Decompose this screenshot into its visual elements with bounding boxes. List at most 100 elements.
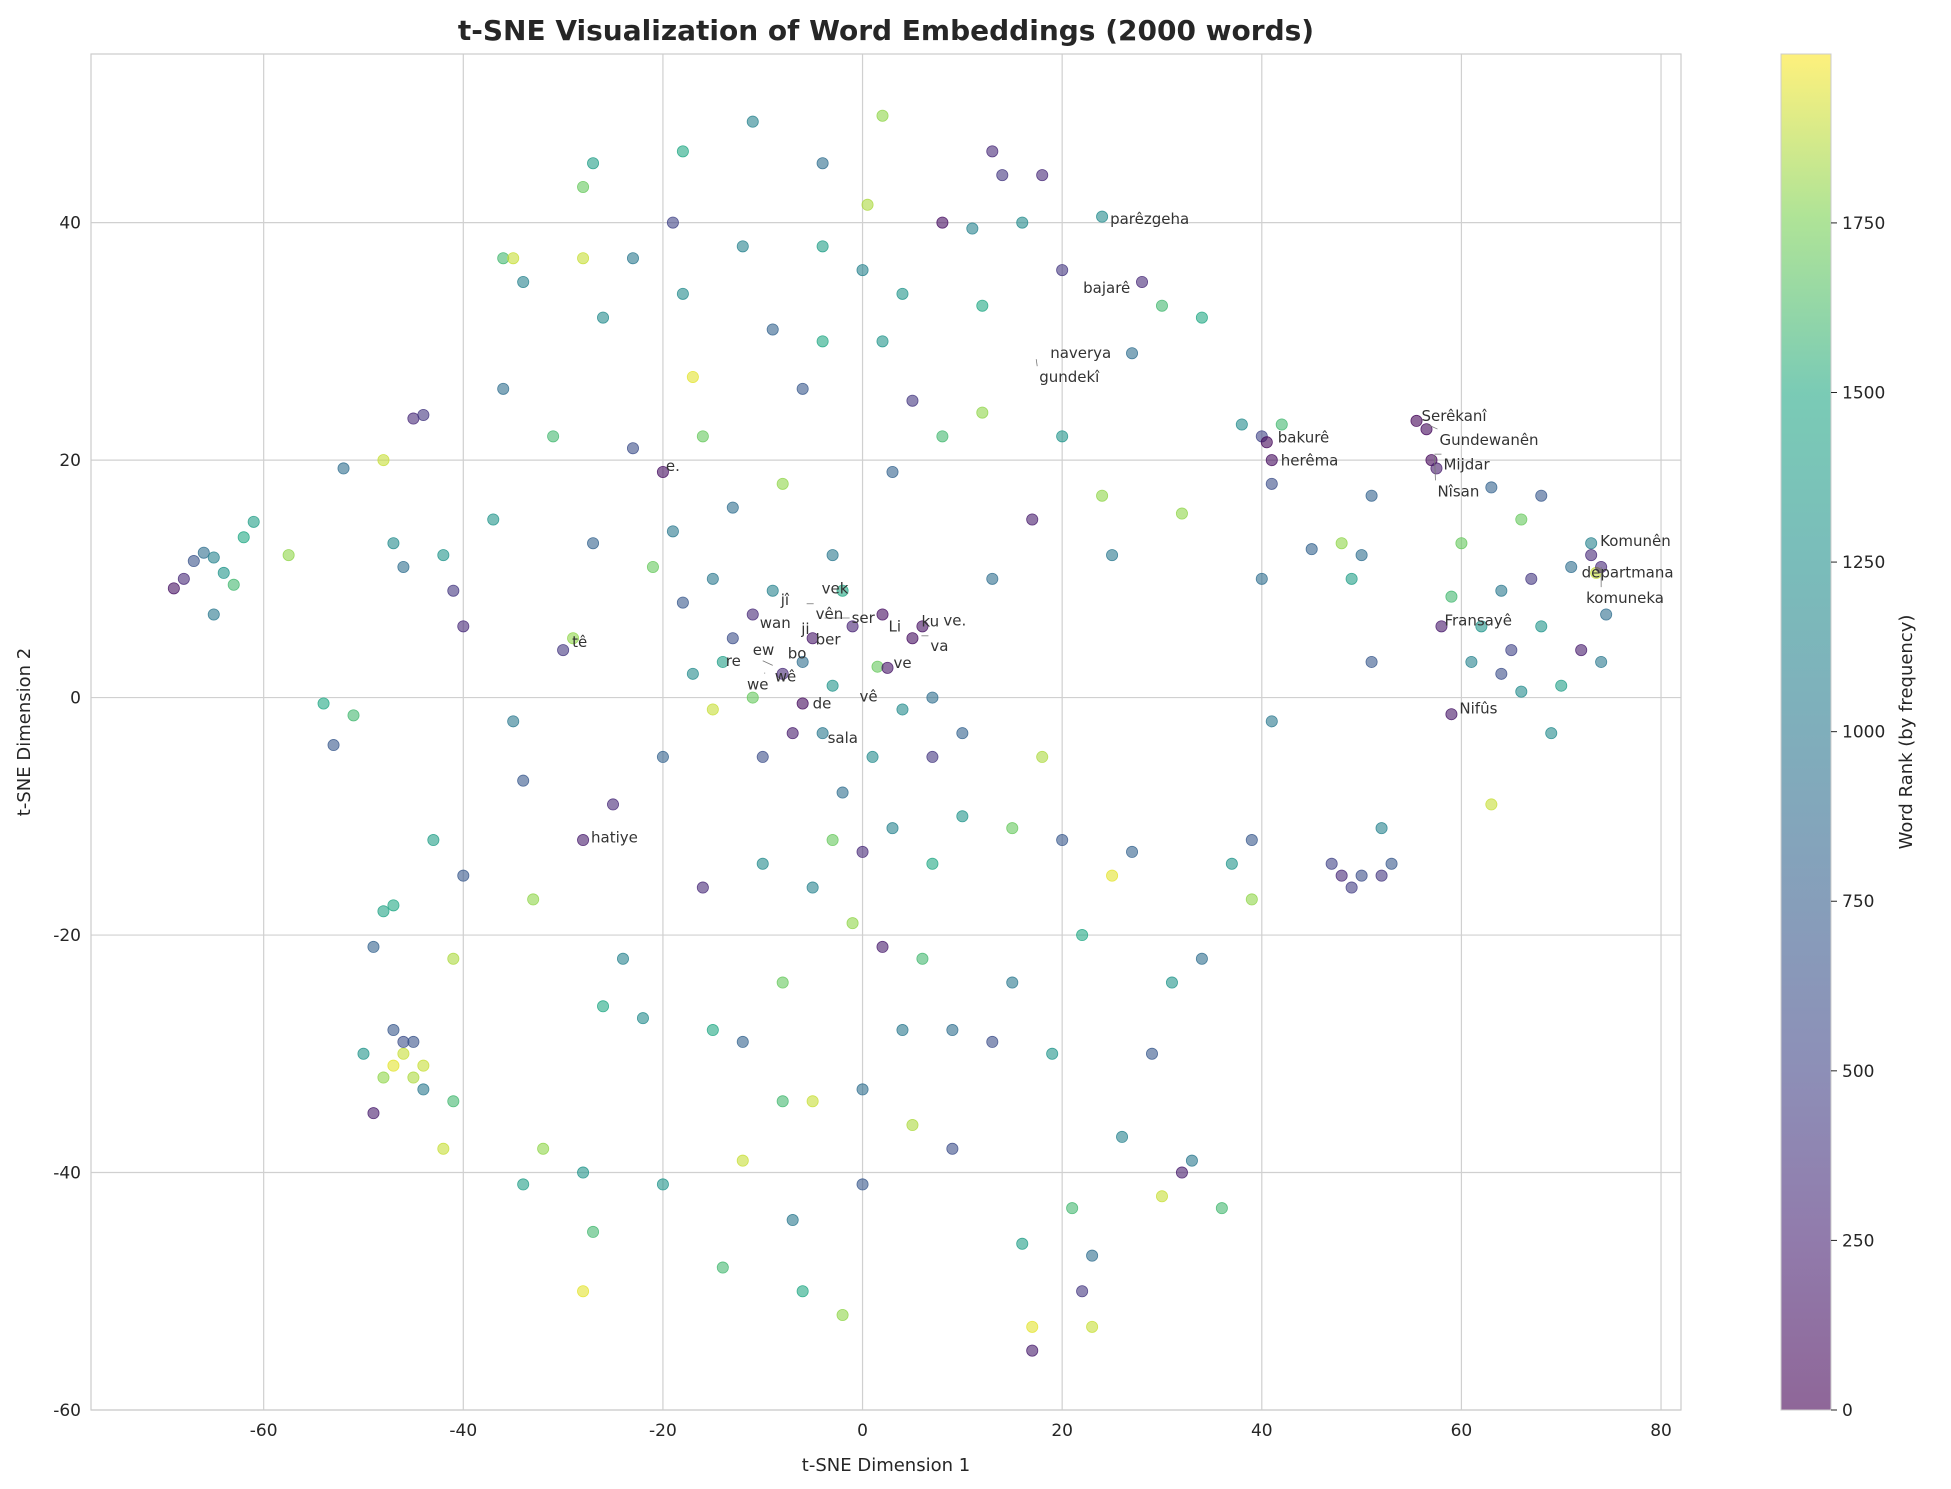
- data-point: [507, 715, 520, 728]
- data-point: [746, 115, 759, 128]
- data-point: [217, 566, 230, 579]
- data-point: [706, 1024, 719, 1037]
- chart-title: t-SNE Visualization of Word Embeddings (…: [458, 14, 1314, 47]
- data-point: [367, 1107, 380, 1120]
- data-point: [607, 798, 620, 811]
- x-tick-label: -40: [449, 1421, 477, 1441]
- data-point: [587, 157, 600, 170]
- data-point: [796, 655, 809, 668]
- data-point: [1006, 976, 1019, 989]
- data-point: [547, 430, 560, 443]
- data-point: [766, 323, 779, 336]
- data-point: [527, 893, 540, 906]
- x-axis-label: t-SNE Dimension 1: [802, 1455, 970, 1476]
- data-point: [317, 697, 330, 710]
- data-point: [397, 1047, 410, 1060]
- plot-frame: [90, 53, 1682, 1411]
- data-point: [1485, 481, 1498, 494]
- data-point: [876, 109, 889, 122]
- data-point: [1175, 1166, 1188, 1179]
- data-point: [776, 477, 789, 490]
- data-point: [676, 596, 689, 609]
- data-point: [816, 157, 829, 170]
- y-tick-label: 40: [59, 214, 81, 234]
- data-point: [1245, 893, 1258, 906]
- data-point: [1265, 477, 1278, 490]
- word-annotation: hatiye: [591, 829, 638, 847]
- data-point: [796, 1285, 809, 1298]
- data-point: [626, 442, 639, 455]
- annotation-leader-line: [762, 660, 773, 666]
- data-point: [1600, 608, 1613, 621]
- data-point: [1235, 418, 1248, 431]
- data-point: [1555, 679, 1568, 692]
- data-point: [1435, 620, 1448, 633]
- data-point: [1116, 1130, 1129, 1143]
- data-point: [666, 216, 679, 229]
- data-point: [207, 608, 220, 621]
- data-point: [1445, 590, 1458, 603]
- data-point: [1420, 423, 1433, 436]
- word-annotation: wê: [775, 667, 797, 685]
- word-annotation: komuneka: [1586, 589, 1664, 607]
- data-point: [1006, 822, 1019, 835]
- data-point: [896, 1024, 909, 1037]
- data-point: [447, 584, 460, 597]
- data-point: [1016, 1237, 1029, 1250]
- word-annotation: re: [726, 652, 741, 670]
- data-point: [587, 537, 600, 550]
- y-tick-label: -20: [53, 926, 81, 946]
- data-point: [856, 264, 869, 277]
- data-point: [1585, 549, 1598, 562]
- word-annotation: ve: [893, 654, 911, 672]
- data-point: [1195, 311, 1208, 324]
- x-ticks: -60 -40 -20 0 20 40 60 80: [250, 1421, 1672, 1441]
- data-point: [936, 430, 949, 443]
- data-point: [1585, 537, 1598, 550]
- data-point: [1145, 1047, 1158, 1060]
- data-point: [996, 169, 1009, 182]
- data-point: [706, 572, 719, 585]
- x-tick-label: 20: [1051, 1421, 1073, 1441]
- data-point: [1355, 869, 1368, 882]
- data-point: [577, 1166, 590, 1179]
- word-annotation: we: [747, 676, 769, 694]
- data-point: [1066, 1202, 1079, 1215]
- data-point: [537, 1142, 550, 1155]
- y-tick-label: 20: [59, 451, 81, 471]
- data-point: [177, 572, 190, 585]
- data-point: [776, 976, 789, 989]
- data-point: [926, 857, 939, 870]
- data-point: [437, 549, 450, 562]
- data-point: [816, 335, 829, 348]
- data-point: [517, 275, 530, 288]
- word-annotation: departmana: [1582, 563, 1674, 581]
- data-point: [1096, 489, 1109, 502]
- word-annotation: tê: [572, 633, 587, 651]
- data-point: [577, 834, 590, 847]
- data-point: [1245, 834, 1258, 847]
- data-point: [407, 1035, 420, 1048]
- annotation-leader-line: [1035, 359, 1038, 367]
- data-point: [377, 905, 390, 918]
- data-point: [1345, 881, 1358, 894]
- y-tick-label: -60: [53, 1401, 81, 1421]
- data-point: [1086, 1249, 1099, 1262]
- data-point: [1525, 572, 1538, 585]
- word-annotation: Nifûs: [1459, 699, 1497, 717]
- word-annotation: Serêkanî: [1421, 407, 1487, 425]
- word-annotation: ve.: [943, 611, 966, 629]
- data-point: [1545, 727, 1558, 740]
- points-layer: [167, 109, 1613, 1357]
- data-point: [1056, 264, 1069, 277]
- data-point: [197, 546, 210, 559]
- data-point: [1575, 644, 1588, 657]
- data-point: [207, 551, 220, 564]
- data-point: [1355, 549, 1368, 562]
- data-point: [1365, 655, 1378, 668]
- data-point: [1325, 857, 1338, 870]
- data-point: [377, 1071, 390, 1084]
- data-point: [1165, 976, 1178, 989]
- data-point: [976, 406, 989, 419]
